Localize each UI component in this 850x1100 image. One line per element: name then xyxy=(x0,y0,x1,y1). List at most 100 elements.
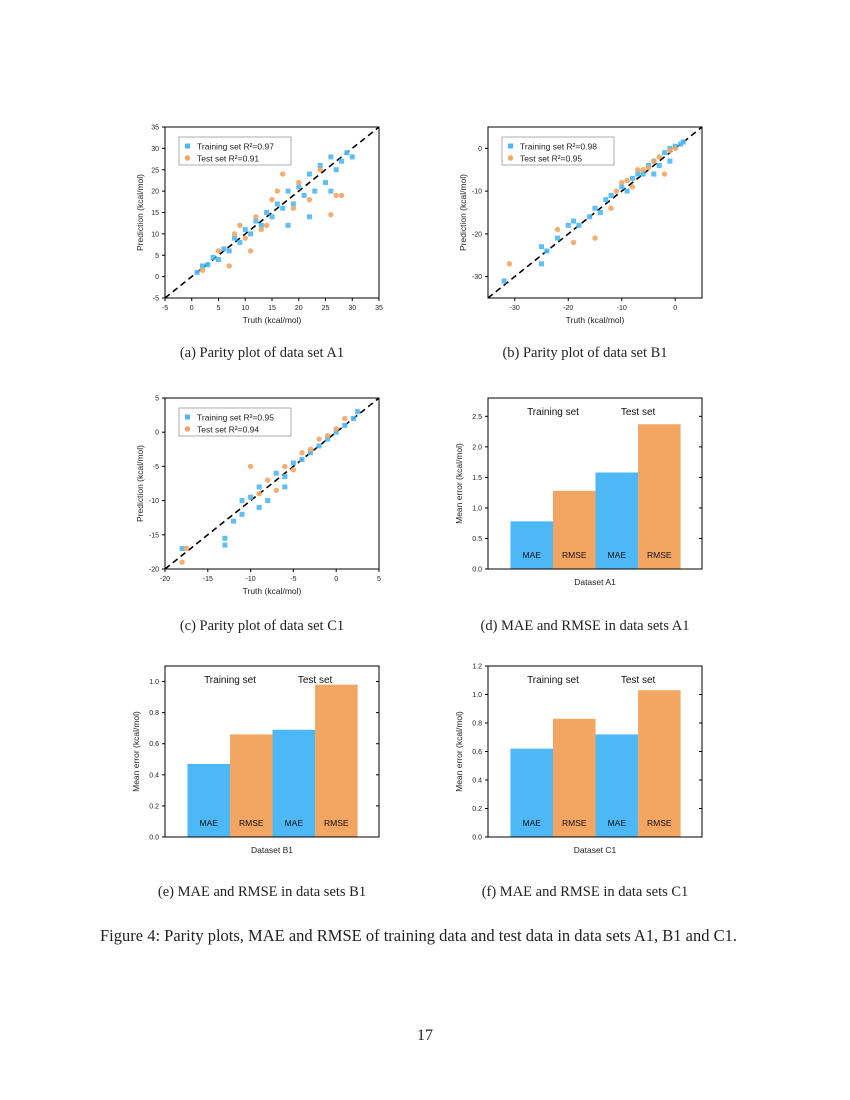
group-label: Training set xyxy=(527,407,579,418)
train-point xyxy=(242,227,248,233)
plot-frame xyxy=(487,665,703,838)
x-tick-label: 0 xyxy=(673,305,677,312)
plot-frame xyxy=(164,397,380,570)
y-axis-label: Mean error (kcal/mol) xyxy=(131,711,141,792)
train-point xyxy=(576,222,582,228)
bar xyxy=(595,472,639,569)
y-tick-label: 0.4 xyxy=(472,778,482,785)
y-tick-label: -30 xyxy=(472,274,482,281)
train-point xyxy=(248,494,254,500)
train-point xyxy=(274,201,280,207)
test-point xyxy=(613,188,620,194)
caption-d: (d) MAE and RMSE in data sets A1 xyxy=(480,618,690,634)
test-point xyxy=(672,145,678,152)
bar xyxy=(510,748,554,837)
train-point xyxy=(285,188,291,194)
x-tick-label: 25 xyxy=(322,305,330,312)
y-tick-label: 0.6 xyxy=(472,749,482,756)
legend-box xyxy=(501,136,615,166)
train-point xyxy=(316,443,322,449)
bar-label: RMSE xyxy=(562,818,587,828)
test-point xyxy=(258,226,264,233)
parity-plot-c1: Training set R²=0.95 Test set R²=0.94 -20 -… xyxy=(135,396,381,597)
bar-label: RMSE xyxy=(647,550,672,560)
y-tick-label: 1.0 xyxy=(149,679,159,686)
train-point xyxy=(237,239,243,245)
y-tick-label: 0.6 xyxy=(149,741,159,748)
caption-b: (b) Parity plot of data set B1 xyxy=(502,345,668,361)
legend-label: Test set R²=0.91 xyxy=(197,154,259,164)
y-tick-label: 0 xyxy=(155,274,159,281)
bar-label: MAE xyxy=(608,818,627,828)
test-point xyxy=(640,167,646,173)
parity-plot-a1: Training set R²=0.97 Test set R²=0.91 -5 0 5… xyxy=(135,125,383,326)
y-tick-label: 0.4 xyxy=(149,772,159,779)
plot-frame xyxy=(487,126,703,299)
train-point xyxy=(299,457,305,463)
plot-frame xyxy=(487,397,703,570)
y-axis-label: Prediction (kcal/mol) xyxy=(458,174,468,251)
train-point xyxy=(194,269,200,275)
legend-label: Training set R²=0.95 xyxy=(197,413,274,423)
train-point xyxy=(592,205,598,211)
train-point xyxy=(544,248,550,254)
test-point xyxy=(290,205,297,211)
train-point xyxy=(282,484,288,490)
y-tick-label: 25 xyxy=(151,167,159,174)
train-point xyxy=(342,422,348,428)
train-point xyxy=(339,158,345,164)
page-number: 17 xyxy=(417,1027,433,1044)
train-point xyxy=(678,141,684,147)
train-point xyxy=(344,150,350,156)
test-point xyxy=(274,188,281,194)
x-axis-label: Truth (kcal/mol) xyxy=(566,315,625,325)
train-point xyxy=(333,167,339,173)
x-tick-label: 5 xyxy=(377,576,381,583)
train-point xyxy=(624,188,630,194)
y-tick-label: 0.8 xyxy=(472,721,482,728)
bar-label: RMSE xyxy=(239,818,264,828)
caption-a: (a) Parity plot of data set A1 xyxy=(179,345,345,361)
parity-plot-b1: Training set R²=0.98 Test set R²=0.95 -30 -… xyxy=(458,126,703,325)
train-point xyxy=(269,214,275,220)
train-point xyxy=(539,261,544,267)
y-tick-label: 0.2 xyxy=(149,803,159,810)
test-point xyxy=(554,226,561,233)
test-point xyxy=(317,167,323,173)
train-point xyxy=(230,518,236,524)
bar-label: RMSE xyxy=(324,818,349,828)
train-point xyxy=(239,511,245,517)
test-point xyxy=(635,167,641,173)
train-point xyxy=(355,409,361,415)
y-tick-label: -10 xyxy=(149,498,159,505)
legend-test-marker xyxy=(184,426,191,432)
test-point xyxy=(290,467,297,473)
train-point xyxy=(597,210,603,215)
train-point xyxy=(587,214,593,220)
test-point xyxy=(651,158,657,164)
x-tick-label: -5 xyxy=(162,305,168,312)
y-tick-label: 2.5 xyxy=(472,414,482,421)
test-point xyxy=(247,248,254,254)
legend-label: Test set R²=0.94 xyxy=(197,425,259,435)
train-point xyxy=(651,171,657,177)
legend-test-marker xyxy=(507,155,514,161)
test-point xyxy=(226,263,232,269)
caption-f: (f) MAE and RMSE in data sets C1 xyxy=(481,884,689,900)
x-tick-label: 5 xyxy=(217,305,221,312)
train-point xyxy=(308,450,314,456)
test-point xyxy=(199,267,206,273)
test-point xyxy=(179,559,185,565)
test-point xyxy=(342,415,348,422)
x-tick-label: -20 xyxy=(160,576,170,583)
test-point xyxy=(273,487,279,494)
train-point xyxy=(282,474,288,480)
train-point xyxy=(265,498,271,504)
caption-e: (e) MAE and RMSE in data sets B1 xyxy=(157,884,367,900)
diagonal-line xyxy=(487,126,703,299)
test-point xyxy=(256,491,262,497)
x-axis-label: Dataset B1 xyxy=(251,845,293,855)
test-point xyxy=(215,248,222,254)
train-point xyxy=(256,504,262,510)
y-axis-label: Mean error (kcal/mol) xyxy=(454,711,464,792)
